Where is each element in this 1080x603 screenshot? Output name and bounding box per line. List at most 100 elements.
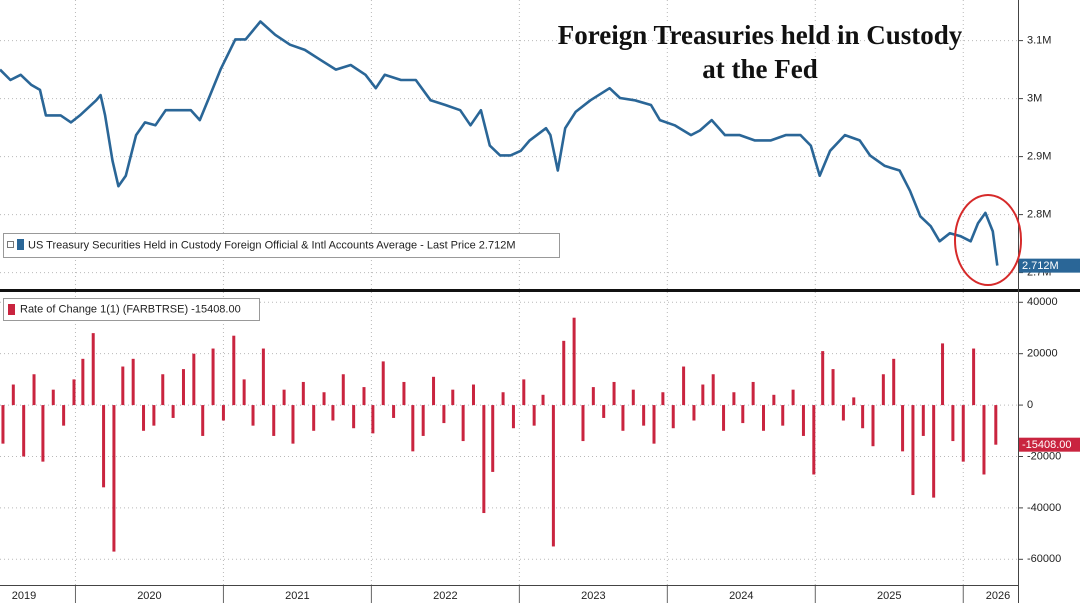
bar: [591, 387, 595, 406]
bar: [621, 405, 625, 431]
bar: [852, 397, 856, 406]
y-tick-label: -40000: [1027, 502, 1061, 514]
legend-box: [3, 233, 560, 258]
y-tick-label: 20000: [1027, 348, 1058, 360]
legend-swatch: [17, 239, 24, 250]
bar: [91, 333, 95, 406]
y-tick-label: -20000: [1027, 450, 1061, 462]
last-value-tag: [1019, 258, 1080, 273]
bar: [972, 348, 976, 406]
bar: [772, 394, 776, 406]
bar: [572, 317, 576, 406]
bar: [482, 405, 486, 514]
bar: [121, 366, 125, 406]
bar: [471, 384, 475, 406]
bar: [661, 392, 665, 406]
y-tick-label: 40000: [1027, 296, 1058, 308]
legend: Rate of Change 1(1) (FARBTRSE) -15408.00: [3, 298, 260, 321]
bar: [402, 381, 406, 406]
bar: [892, 358, 896, 406]
bar: [451, 389, 455, 406]
bar: [261, 348, 265, 406]
bar: [211, 348, 215, 406]
bar: [751, 381, 755, 406]
bar: [272, 405, 276, 436]
bar: [251, 405, 255, 426]
bar: [421, 405, 425, 436]
highlight-circle: [954, 194, 1022, 286]
bar: [841, 405, 845, 421]
bar: [352, 405, 356, 429]
bar: [322, 392, 326, 406]
bar: [941, 343, 945, 406]
bar: [871, 405, 875, 447]
bar: [951, 405, 955, 442]
last-value-tag: [1019, 437, 1080, 452]
y-tick-label: 2.9M: [1027, 151, 1051, 163]
bar: [961, 405, 965, 462]
bar: [861, 405, 865, 429]
bar: [411, 405, 415, 452]
bar: [131, 358, 135, 406]
legend-box: [3, 298, 260, 321]
last-value-label: -15408.00: [1022, 439, 1072, 451]
grid-layer: [0, 0, 1018, 603]
bar: [831, 369, 835, 406]
bar: [511, 405, 515, 429]
bar: [381, 361, 385, 406]
bar: [732, 392, 736, 406]
bar: [112, 405, 116, 552]
x-tick-label: 2021: [285, 590, 309, 602]
bar: [331, 405, 335, 421]
bar: [181, 369, 185, 406]
bar: [161, 374, 165, 406]
bar: [432, 376, 436, 406]
bar: [612, 381, 616, 406]
legend: US Treasury Securities Held in Custody F…: [3, 233, 560, 258]
bar: [881, 374, 885, 406]
bar: [532, 405, 536, 426]
bar: [901, 405, 905, 452]
mark-layer: [0, 20, 999, 552]
data-line: [0, 20, 999, 266]
y-tick-label: 3M: [1027, 93, 1042, 105]
bar: [442, 405, 446, 424]
bar: [392, 405, 396, 418]
chart-title: Foreign Treasuries held in Custody: [558, 20, 963, 50]
bar: [291, 405, 295, 444]
bar: [701, 384, 705, 406]
bar: [652, 405, 656, 444]
x-tick-label: 2025: [877, 590, 901, 602]
bar: [221, 405, 225, 421]
bar: [1, 405, 5, 444]
y-tick-label: 3.1M: [1027, 35, 1051, 47]
bar: [722, 405, 726, 431]
bar: [994, 405, 998, 445]
bar: [501, 392, 505, 406]
bar: [581, 405, 585, 442]
bar: [32, 374, 36, 406]
bar: [232, 335, 236, 406]
bar: [602, 405, 606, 418]
x-tick-label: 2023: [581, 590, 605, 602]
x-tick-label: 2026: [986, 590, 1010, 602]
bar: [791, 389, 795, 406]
chart-title: at the Fed: [702, 54, 817, 84]
bar: [781, 405, 785, 426]
bar: [242, 379, 246, 406]
bar: [551, 405, 555, 547]
x-tick-label: 2019: [12, 590, 36, 602]
legend-icon: [7, 241, 14, 248]
bar: [741, 405, 745, 424]
bar: [152, 405, 156, 426]
bar: [682, 366, 686, 406]
bar: [362, 387, 366, 406]
bar: [921, 405, 925, 436]
legend-swatch: [8, 304, 15, 315]
bar: [671, 405, 675, 429]
y-tick-label: 0: [1027, 399, 1033, 411]
bar: [371, 405, 375, 434]
legend-label: Rate of Change 1(1) (FARBTRSE) -15408.00: [20, 303, 241, 315]
bar: [692, 405, 696, 421]
bar: [982, 405, 986, 475]
